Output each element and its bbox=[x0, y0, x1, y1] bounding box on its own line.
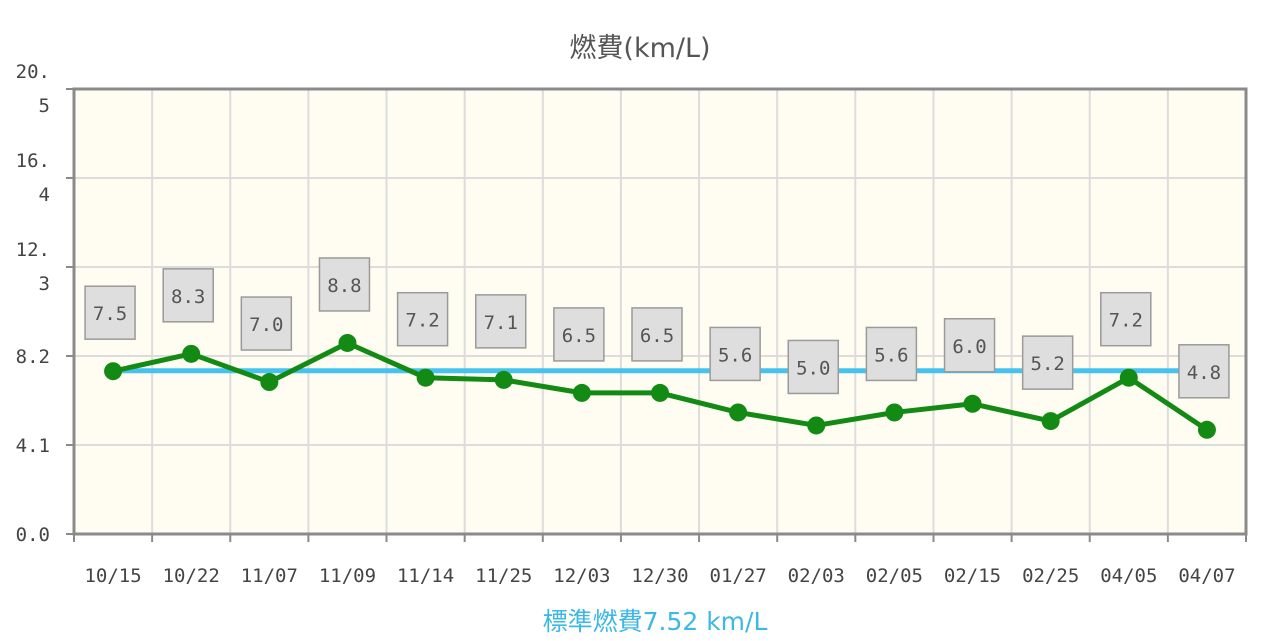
data-point bbox=[338, 333, 357, 352]
data-label-text: 7.2 bbox=[405, 310, 439, 332]
data-label: 8.8 bbox=[318, 257, 371, 312]
data-label-box bbox=[318, 257, 371, 312]
series-fuel-economy bbox=[104, 333, 1216, 439]
data-label-box bbox=[474, 294, 527, 349]
plot-frame bbox=[72, 87, 1248, 536]
x-tick-label: 11/07 bbox=[241, 565, 298, 587]
data-label: 7.5 bbox=[84, 285, 136, 340]
chart-title: 燃費(km/L) bbox=[569, 33, 711, 64]
data-point bbox=[260, 373, 279, 392]
data-label-text: 5.6 bbox=[718, 344, 752, 366]
data-label-box bbox=[631, 307, 683, 362]
x-tick-labels: 10/15 10/22 11/07 11/09 11/14 11/25 12/03 12/30… bbox=[84, 565, 1235, 587]
data-point bbox=[729, 403, 748, 422]
data-label-text: 8.3 bbox=[171, 286, 205, 308]
data-label-text: 6.0 bbox=[952, 336, 986, 358]
x-tick-label: 02/15 bbox=[944, 565, 1001, 587]
data-label-box bbox=[84, 285, 136, 340]
y-tick-label: 16. bbox=[16, 150, 50, 172]
data-label-box bbox=[1100, 291, 1152, 347]
x-tick-label: 02/05 bbox=[866, 565, 923, 587]
data-label-text: 7.5 bbox=[93, 303, 127, 325]
standard-fuel-economy-caption: 標準燃費7.52 km/L bbox=[542, 607, 768, 636]
data-point bbox=[182, 344, 201, 363]
x-tick-label: 11/25 bbox=[475, 565, 532, 587]
data-label-box bbox=[396, 291, 449, 347]
data-labels: 7.5 8.3 7.0 8.8 7.2 7.1 6.5 6.5 5.6 5.0 5.6 6.0 5.2 7… bbox=[84, 257, 1230, 399]
data-label-box bbox=[1178, 344, 1230, 399]
x-tick-label: 10/22 bbox=[163, 565, 220, 587]
data-label-text: 5.6 bbox=[874, 344, 908, 366]
data-point bbox=[104, 362, 123, 381]
data-point bbox=[494, 370, 513, 389]
y-tick-label: 4 bbox=[39, 184, 50, 206]
x-tick-label: 02/03 bbox=[788, 565, 845, 587]
data-label-text: 7.1 bbox=[484, 312, 518, 334]
data-label-box bbox=[865, 326, 918, 382]
y-tick-label: 4.1 bbox=[16, 435, 50, 457]
data-label: 7.2 bbox=[396, 291, 449, 347]
data-label: 6.0 bbox=[943, 318, 996, 373]
y-tick-label: 3 bbox=[39, 273, 50, 295]
data-label: 7.1 bbox=[474, 294, 527, 349]
data-label-box bbox=[1021, 335, 1074, 390]
data-label-text: 5.0 bbox=[796, 357, 830, 379]
data-label-text: 7.2 bbox=[1109, 310, 1143, 332]
x-tick-label: 11/14 bbox=[397, 565, 454, 587]
data-label-box bbox=[162, 268, 214, 323]
y-tick-label: 20. bbox=[16, 61, 50, 83]
data-label: 6.5 bbox=[631, 307, 683, 362]
data-label: 5.0 bbox=[787, 339, 840, 395]
data-point bbox=[963, 394, 982, 413]
data-point bbox=[1119, 368, 1138, 387]
y-tick-label: 5 bbox=[39, 95, 50, 117]
y-tick-label: 12. bbox=[16, 239, 50, 261]
data-label-text: 8.8 bbox=[327, 275, 361, 297]
data-point bbox=[572, 383, 591, 402]
axes bbox=[66, 88, 1247, 542]
data-label: 7.2 bbox=[1100, 291, 1152, 347]
data-label: 5.2 bbox=[1021, 335, 1074, 390]
x-tick-label: 04/05 bbox=[1100, 565, 1157, 587]
data-label-text: 5.2 bbox=[1031, 353, 1065, 375]
data-point bbox=[885, 403, 904, 422]
data-label-box bbox=[240, 296, 293, 351]
y-tick-labels: 0.0 4.1 8.2 12. 3 16. 4 20. 5 bbox=[16, 61, 50, 546]
data-label: 4.8 bbox=[1178, 344, 1230, 399]
data-point bbox=[807, 416, 826, 435]
x-tick-label: 12/03 bbox=[553, 565, 610, 587]
x-tick-label: 04/07 bbox=[1178, 565, 1235, 587]
data-label-text: 7.0 bbox=[249, 314, 283, 336]
data-label-text: 6.5 bbox=[640, 325, 674, 347]
data-label: 7.0 bbox=[240, 296, 293, 351]
data-point bbox=[1041, 412, 1060, 431]
data-label: 6.5 bbox=[553, 307, 605, 362]
data-label-box bbox=[553, 307, 605, 362]
data-point bbox=[651, 383, 669, 402]
data-label-text: 4.8 bbox=[1187, 362, 1221, 384]
data-label-text: 6.5 bbox=[562, 325, 596, 347]
y-tick-label: 0.0 bbox=[16, 524, 50, 546]
data-label-box bbox=[709, 326, 761, 382]
x-tick-label: 01/27 bbox=[710, 565, 767, 587]
data-point bbox=[1197, 420, 1216, 439]
data-label-box bbox=[943, 318, 996, 373]
data-label: 5.6 bbox=[709, 326, 761, 382]
data-label: 5.6 bbox=[865, 326, 918, 382]
x-tick-label: 11/09 bbox=[319, 565, 376, 587]
x-tick-label: 02/25 bbox=[1022, 565, 1079, 587]
x-tick-label: 12/30 bbox=[631, 565, 688, 587]
y-tick-label: 8.2 bbox=[16, 346, 50, 368]
data-point bbox=[416, 368, 435, 387]
x-tick-label: 10/15 bbox=[84, 565, 141, 587]
data-label-box bbox=[787, 339, 840, 395]
data-label: 8.3 bbox=[162, 268, 214, 323]
